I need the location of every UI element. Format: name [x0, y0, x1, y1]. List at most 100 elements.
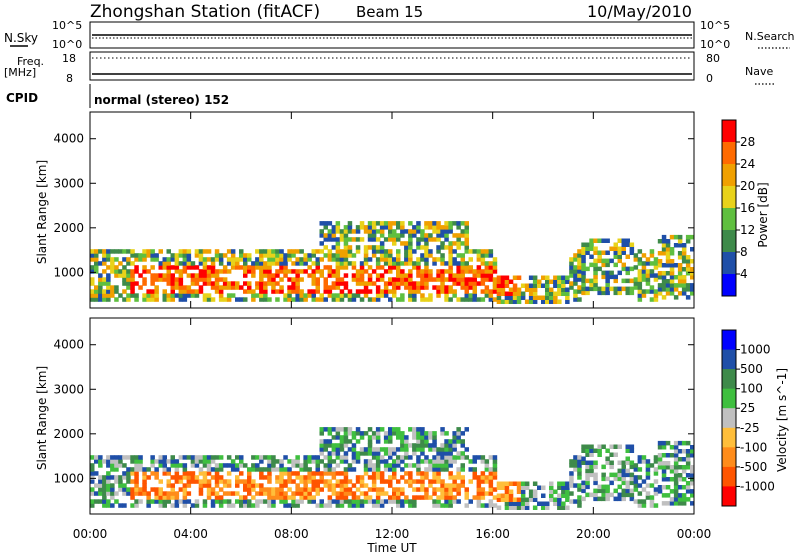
- heatmap-cell: [436, 455, 441, 460]
- heatmap-cell: [287, 297, 292, 302]
- heatmap-cell: [383, 249, 389, 254]
- heatmap-cell: [528, 497, 534, 502]
- heatmap-cell: [424, 225, 429, 230]
- heatmap-cell: [363, 483, 369, 488]
- heatmap-cell: [347, 221, 353, 226]
- heatmap-cell: [440, 225, 445, 230]
- heatmap-cell: [375, 257, 381, 262]
- heatmap-cell: [343, 257, 349, 262]
- heatmap-cell: [230, 491, 236, 496]
- heatmap-cell: [452, 459, 457, 464]
- heatmap-cell: [343, 451, 349, 456]
- heatmap-cell: [186, 483, 192, 488]
- heatmap-cell: [452, 293, 457, 298]
- heatmap-cell: [130, 455, 135, 460]
- heatmap-cell: [448, 225, 453, 230]
- colorbar-tick-label: -25: [740, 421, 760, 435]
- heatmap-cell: [573, 297, 578, 302]
- heatmap-cell: [420, 435, 425, 440]
- heatmap-cell: [331, 293, 337, 298]
- heatmap-cell: [110, 249, 115, 254]
- heatmap-cell: [492, 261, 498, 266]
- heatmap-cell: [677, 477, 683, 482]
- heatmap-cell: [178, 475, 184, 480]
- heatmap-cell: [307, 467, 312, 472]
- heatmap-cell: [230, 257, 236, 262]
- heatmap-cell: [174, 491, 180, 496]
- heatmap-cell: [496, 299, 502, 304]
- heatmap-cell: [194, 289, 200, 294]
- heatmap-cell: [202, 499, 208, 504]
- heatmap-cell: [625, 472, 630, 478]
- heatmap-cell: [311, 269, 316, 274]
- heatmap-cell: [625, 254, 630, 259]
- heatmap-cell: [404, 455, 409, 460]
- heatmap-cell: [259, 281, 264, 286]
- heatmap-cell: [444, 431, 449, 436]
- heatmap-cell: [218, 499, 224, 504]
- heatmap-cell: [235, 463, 240, 468]
- heatmap-cell: [633, 499, 639, 504]
- heatmap-cell: [637, 281, 643, 286]
- heatmap-cell: [371, 451, 377, 456]
- heatmap-cell: [102, 503, 107, 508]
- heatmap-cell: [496, 493, 502, 498]
- colorbar-tick-label: 20: [740, 179, 755, 193]
- heatmap-cell: [412, 479, 417, 484]
- heatmap-cell: [480, 455, 486, 460]
- heatmap-cell: [444, 237, 449, 242]
- heatmap-cell: [150, 297, 155, 302]
- heatmap-cell: [375, 285, 381, 290]
- heatmap-cell: [367, 277, 373, 282]
- heatmap-cell: [569, 459, 574, 464]
- heatmap-cell: [307, 265, 312, 270]
- heatmap-cell: [98, 277, 103, 282]
- heatmap-cell: [661, 251, 667, 256]
- heatmap-cell: [130, 285, 135, 290]
- heatmap-cell: [424, 257, 429, 262]
- heatmap-cell: [416, 269, 421, 274]
- heatmap-cell: [609, 460, 614, 465]
- heatmap-cell: [166, 483, 171, 488]
- heatmap-cell: [130, 503, 135, 508]
- heatmap-cell: [359, 483, 365, 488]
- heatmap-cell: [661, 263, 667, 268]
- heatmap-cell: [613, 290, 618, 296]
- heatmap-cell: [609, 480, 614, 486]
- heatmap-cell: [243, 483, 248, 488]
- heatmap-cell: [110, 487, 115, 492]
- heatmap-cell: [311, 483, 316, 488]
- heatmap-cell: [327, 459, 333, 464]
- heatmap-cell: [142, 471, 147, 476]
- heatmap-cell: [355, 293, 361, 298]
- heatmap-cell: [243, 297, 248, 302]
- heatmap-cell: [267, 459, 272, 464]
- heatmap-cell: [182, 475, 188, 480]
- heatmap-cell: [581, 250, 586, 255]
- heatmap-cell: [355, 289, 361, 294]
- heatmap-cell: [323, 277, 328, 282]
- heatmap-cell: [383, 499, 389, 504]
- heatmap-cell: [665, 501, 671, 506]
- heatmap-cell: [545, 283, 550, 288]
- heatmap-cell: [335, 447, 341, 452]
- heatmap-cell: [476, 455, 482, 460]
- heatmap-cell: [206, 273, 212, 278]
- heatmap-cell: [182, 297, 188, 302]
- heatmap-cell: [577, 475, 582, 480]
- heatmap-cell: [388, 431, 393, 436]
- heatmap-cell: [110, 467, 115, 472]
- heatmap-cell: [182, 293, 188, 298]
- heatmap-cell: [557, 497, 562, 502]
- heatmap-cell: [677, 501, 683, 506]
- heatmap-cell: [138, 467, 143, 472]
- heatmap-cell: [420, 443, 425, 448]
- heatmap-cell: [673, 469, 679, 474]
- heatmap-cell: [428, 443, 433, 448]
- heatmap-cell: [335, 479, 341, 484]
- heatmap-cell: [396, 435, 401, 440]
- heatmap-cell: [532, 279, 538, 284]
- heatmap-cell: [251, 495, 256, 500]
- heatmap-cell: [412, 265, 417, 270]
- heatmap-cell: [464, 237, 469, 242]
